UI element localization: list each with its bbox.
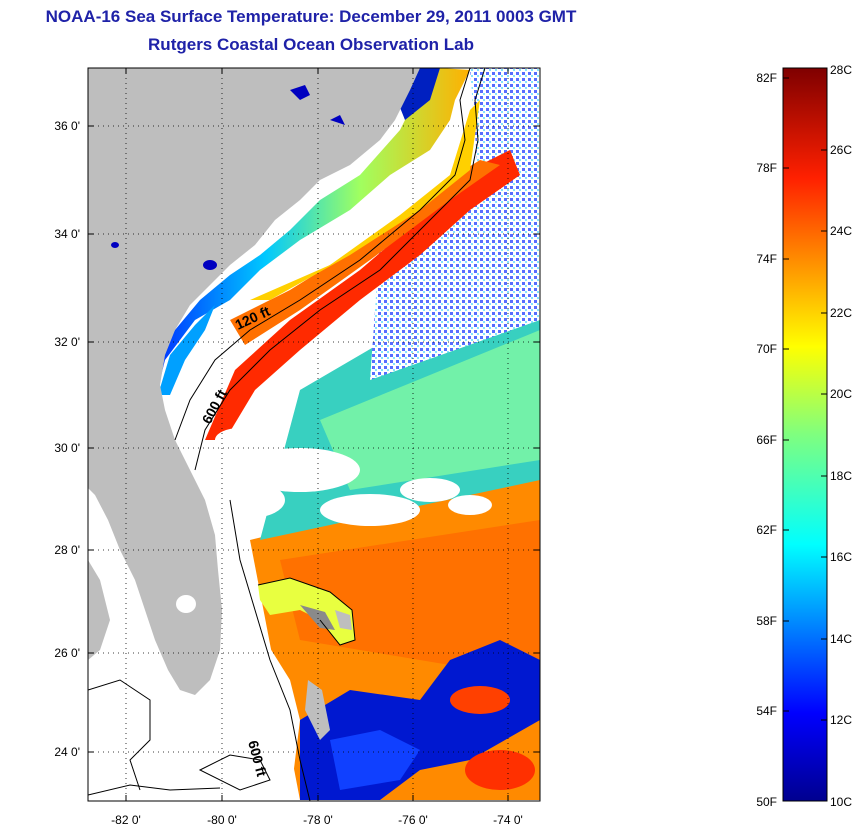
colorbar-c-24: 24C [830,224,852,238]
colorbar-f-54: 54F [756,704,777,718]
colorbar-f-74: 74F [756,252,777,266]
colorbar-f-82: 82F [756,71,777,85]
colorbar: 82F 78F 74F 70F 66F 62F 58F 54F 50F 28C … [756,63,852,809]
graticule [88,68,540,801]
colorbar-gradient [782,67,828,802]
colorbar-c-16: 16C [830,550,852,564]
map-frame [87,67,541,802]
lat-label-26: 26 0' [54,646,80,660]
colorbar-f-78: 78F [756,161,777,175]
colorbar-c-20: 20C [830,387,852,401]
colorbar-f-70: 70F [756,342,777,356]
sst-map: 120 ft 600 ft 600 ft [88,68,540,801]
lat-label-32: 32 0' [54,335,80,349]
colorbar-c-12: 12C [830,713,852,727]
lat-label-36: 36 0' [54,119,80,133]
colorbar-c-14: 14C [830,632,852,646]
lat-label-28: 28 0' [54,543,80,557]
colorbar-f-66: 66F [756,433,777,447]
colorbar-f-50: 50F [756,795,777,809]
colorbar-c-10: 10C [830,795,852,809]
lon-label-82: -82 0' [111,813,141,827]
colorbar-c-18: 18C [830,469,852,483]
lat-label-30: 30 0' [54,441,80,455]
lon-label-78: -78 0' [303,813,333,827]
lon-label-74: -74 0' [493,813,523,827]
colorbar-c-28: 28C [830,63,852,77]
colorbar-f-62: 62F [756,523,777,537]
map-title: NOAA-16 Sea Surface Temperature: Decembe… [45,7,577,26]
map-ticks [88,68,540,801]
lon-label-76: -76 0' [398,813,428,827]
colorbar-c-26: 26C [830,143,852,157]
lat-label-34: 34 0' [54,227,80,241]
lat-label-24: 24 0' [54,745,80,759]
colorbar-f-58: 58F [756,614,777,628]
colorbar-c-22: 22C [830,306,852,320]
lon-label-80: -80 0' [207,813,237,827]
map-subtitle: Rutgers Coastal Ocean Observation Lab [148,35,474,54]
